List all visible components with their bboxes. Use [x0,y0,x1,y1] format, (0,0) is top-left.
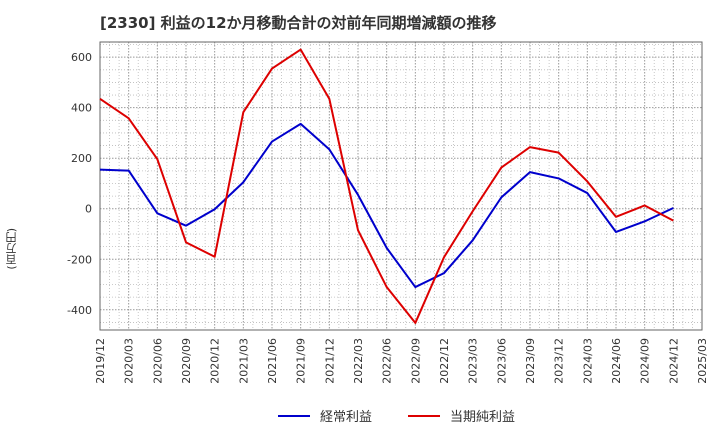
grid-layer [99,42,703,330]
y-tick-label: 600 [71,51,92,64]
x-tick-label: 2021/06 [266,338,279,384]
y-tick-label: -400 [67,304,92,317]
y-tick-label: 0 [85,203,92,216]
x-tick-label: 2022/03 [352,338,365,384]
y-tick-label: 200 [71,152,92,165]
x-tick-label: 2020/09 [180,338,193,384]
plot-background [100,42,702,330]
x-tick-label: 2022/09 [409,338,422,384]
x-tick-label: 2023/09 [524,338,537,384]
x-tick-label: 2024/12 [667,338,680,384]
x-tick-label: 2024/03 [581,338,594,384]
x-tick-label: 2024/09 [639,338,652,384]
x-tick-label: 2021/12 [323,338,336,384]
legend: 経常利益 当期純利益 [278,410,515,425]
x-tick-label: 2020/03 [123,338,136,384]
x-tick-label: 2023/12 [553,338,566,384]
x-tick-label: 2023/06 [495,338,508,384]
axes-layer: 2019/12 2020/03 2020/06 2020/09 2020/12 2021/… [67,41,709,384]
x-tick-label: 2020/12 [209,338,222,384]
x-tick-label: 2022/06 [381,338,394,384]
series-line-1 [99,122,674,289]
series-line-2 [99,48,674,324]
legend-label-2: 当期純利益 [450,410,515,425]
x-tick-label: 2022/12 [438,338,451,384]
y-tick-label: 400 [71,102,92,115]
x-tick-label: 2021/09 [295,338,308,384]
x-tick-label: 2025/03 [696,338,709,384]
x-tick-label: 2021/03 [237,338,250,384]
x-tick-label: 2019/12 [94,338,107,384]
series-layer [99,48,674,324]
plot-frame [99,41,703,331]
x-tick-label: 2020/06 [151,338,164,384]
y-tick-label: -200 [67,253,92,266]
legend-label-1: 経常利益 [320,410,372,425]
x-tick-label: 2023/03 [467,338,480,384]
x-tick-label: 2024/06 [610,338,623,384]
chart-title: [2330] 利益の12か月移動合計の対前年同期増減額の推移 [100,14,497,32]
